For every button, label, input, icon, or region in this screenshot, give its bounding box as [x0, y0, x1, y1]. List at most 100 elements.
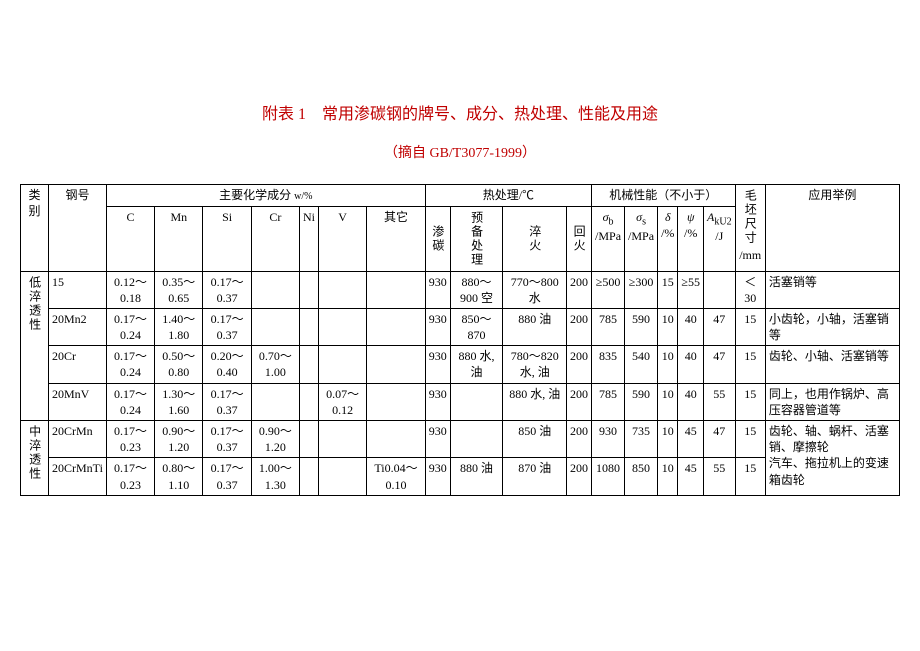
- c-app: 齿轮、小轴、活塞销等: [765, 346, 899, 383]
- h-temper-label: 回火: [571, 209, 587, 269]
- c-ss: 735: [625, 421, 658, 458]
- c-temper: 200: [567, 421, 592, 458]
- h-chem-group-label: 主要化学成分: [219, 188, 291, 202]
- h-blank-unit: /mm: [739, 248, 761, 262]
- c-V: [318, 271, 366, 308]
- c-ss: 590: [625, 308, 658, 345]
- c-Cr: 0.90～1.20: [251, 421, 299, 458]
- c-Mn: 0.80～1.10: [155, 458, 203, 495]
- c-pre: [450, 421, 503, 458]
- app-lower: 汽车、拖拉机上的变速箱齿轮: [769, 456, 889, 486]
- c-sb: 785: [592, 308, 625, 345]
- c-app: 小齿轮，小轴，活塞销等: [765, 308, 899, 345]
- c-V: [318, 308, 366, 345]
- c-ak: 55: [704, 383, 736, 420]
- c-ak: [704, 271, 736, 308]
- c-pre: 880 油: [450, 458, 503, 495]
- c-V: 0.07～0.12: [318, 383, 366, 420]
- h-mech-group: 机械性能（不小于）: [592, 185, 736, 207]
- grade: 20Cr: [48, 346, 106, 383]
- c-carb: 930: [425, 458, 450, 495]
- h-carb: 渗碳: [425, 206, 450, 271]
- table-row: 20Cr 0.17～0.24 0.50～0.80 0.20～0.40 0.70～…: [21, 346, 900, 383]
- c-quench: 780～820 水, 油: [503, 346, 567, 383]
- c-V: [318, 421, 366, 458]
- c-V: [318, 458, 366, 495]
- c-ss: ≥300: [625, 271, 658, 308]
- h-ak-unit: /J: [715, 229, 723, 243]
- c-Other: [367, 421, 426, 458]
- c-psi: ≥55: [678, 271, 704, 308]
- h-d: δ/%: [658, 206, 678, 271]
- c-blank: 15: [735, 458, 765, 495]
- table-row: 20Mn2 0.17～0.24 1.40～1.80 0.17～0.37 930 …: [21, 308, 900, 345]
- c-d: 10: [658, 346, 678, 383]
- c-d: 10: [658, 308, 678, 345]
- h-ss-sub: s: [642, 216, 646, 227]
- c-Ni: [299, 421, 318, 458]
- app-upper: 齿轮、轴、蜗杆、活塞销、摩擦轮: [769, 424, 889, 454]
- h-ss: σs/MPa: [625, 206, 658, 271]
- c-pre: 880 水, 油: [450, 346, 503, 383]
- c-quench: 880 油: [503, 308, 567, 345]
- c-C: 0.17～0.24: [106, 346, 154, 383]
- h-sb-sub: b: [609, 216, 614, 227]
- h-carb-label: 渗碳: [430, 209, 446, 269]
- table-row: 20MnV 0.17～0.24 1.30～1.60 0.17～0.37 0.07…: [21, 383, 900, 420]
- h-grade: 钢号: [48, 185, 106, 272]
- c-Si: 0.17～0.37: [203, 308, 251, 345]
- c-carb: 930: [425, 383, 450, 420]
- h-V: V: [318, 206, 366, 271]
- c-quench: 870 油: [503, 458, 567, 495]
- grade: 20Mn2: [48, 308, 106, 345]
- c-sb: 1080: [592, 458, 625, 495]
- c-Other: Ti0.04～0.10: [367, 458, 426, 495]
- c-Other: [367, 346, 426, 383]
- c-Ni: [299, 308, 318, 345]
- h-psi: ψ/%: [678, 206, 704, 271]
- page-title: 附表 1 常用渗碳钢的牌号、成分、热处理、性能及用途: [20, 100, 900, 124]
- c-carb: 930: [425, 421, 450, 458]
- c-sb: 835: [592, 346, 625, 383]
- c-Cr: [251, 383, 299, 420]
- c-pre: 850～870: [450, 308, 503, 345]
- c-app: 齿轮、轴、蜗杆、活塞销、摩擦轮汽车、拖拉机上的变速箱齿轮: [765, 421, 899, 496]
- c-temper: 200: [567, 271, 592, 308]
- h-Ni: Ni: [299, 206, 318, 271]
- c-Other: [367, 383, 426, 420]
- grade: 20CrMnTi: [48, 458, 106, 495]
- c-psi: 45: [678, 421, 704, 458]
- h-app: 应用举例: [765, 185, 899, 272]
- c-carb: 930: [425, 308, 450, 345]
- h-sb: σb/MPa: [592, 206, 625, 271]
- grade: 20MnV: [48, 383, 106, 420]
- cat1-label: 低淬透性: [26, 274, 42, 334]
- c-psi: 40: [678, 308, 704, 345]
- c-sb: 930: [592, 421, 625, 458]
- c-Si: 0.17～0.37: [203, 271, 251, 308]
- c-blank: 15: [735, 383, 765, 420]
- c-ak: 47: [704, 421, 736, 458]
- c-Cr: [251, 271, 299, 308]
- h-category: 类别: [21, 185, 49, 272]
- c-pre: 880～900 空: [450, 271, 503, 308]
- c-pre: [450, 383, 503, 420]
- h-blank: 毛坯尺寸/mm: [735, 185, 765, 272]
- h-psi-sym: ψ: [687, 210, 694, 224]
- c-ss: 590: [625, 383, 658, 420]
- c-Ni: [299, 346, 318, 383]
- c-ak: 47: [704, 308, 736, 345]
- h-chem-unit: w/%: [294, 191, 312, 202]
- c-Cr: 0.70～1.00: [251, 346, 299, 383]
- grade: 15: [48, 271, 106, 308]
- h-pre: 预备处理: [450, 206, 503, 271]
- c-psi: 45: [678, 458, 704, 495]
- c-Ni: [299, 271, 318, 308]
- c-blank: 15: [735, 346, 765, 383]
- c-C: 0.17～0.23: [106, 421, 154, 458]
- h-heat-group: 热处理/℃: [425, 185, 591, 207]
- h-d-sym: δ: [665, 210, 671, 224]
- c-Mn: 1.30～1.60: [155, 383, 203, 420]
- c-Ni: [299, 383, 318, 420]
- c-d: 10: [658, 458, 678, 495]
